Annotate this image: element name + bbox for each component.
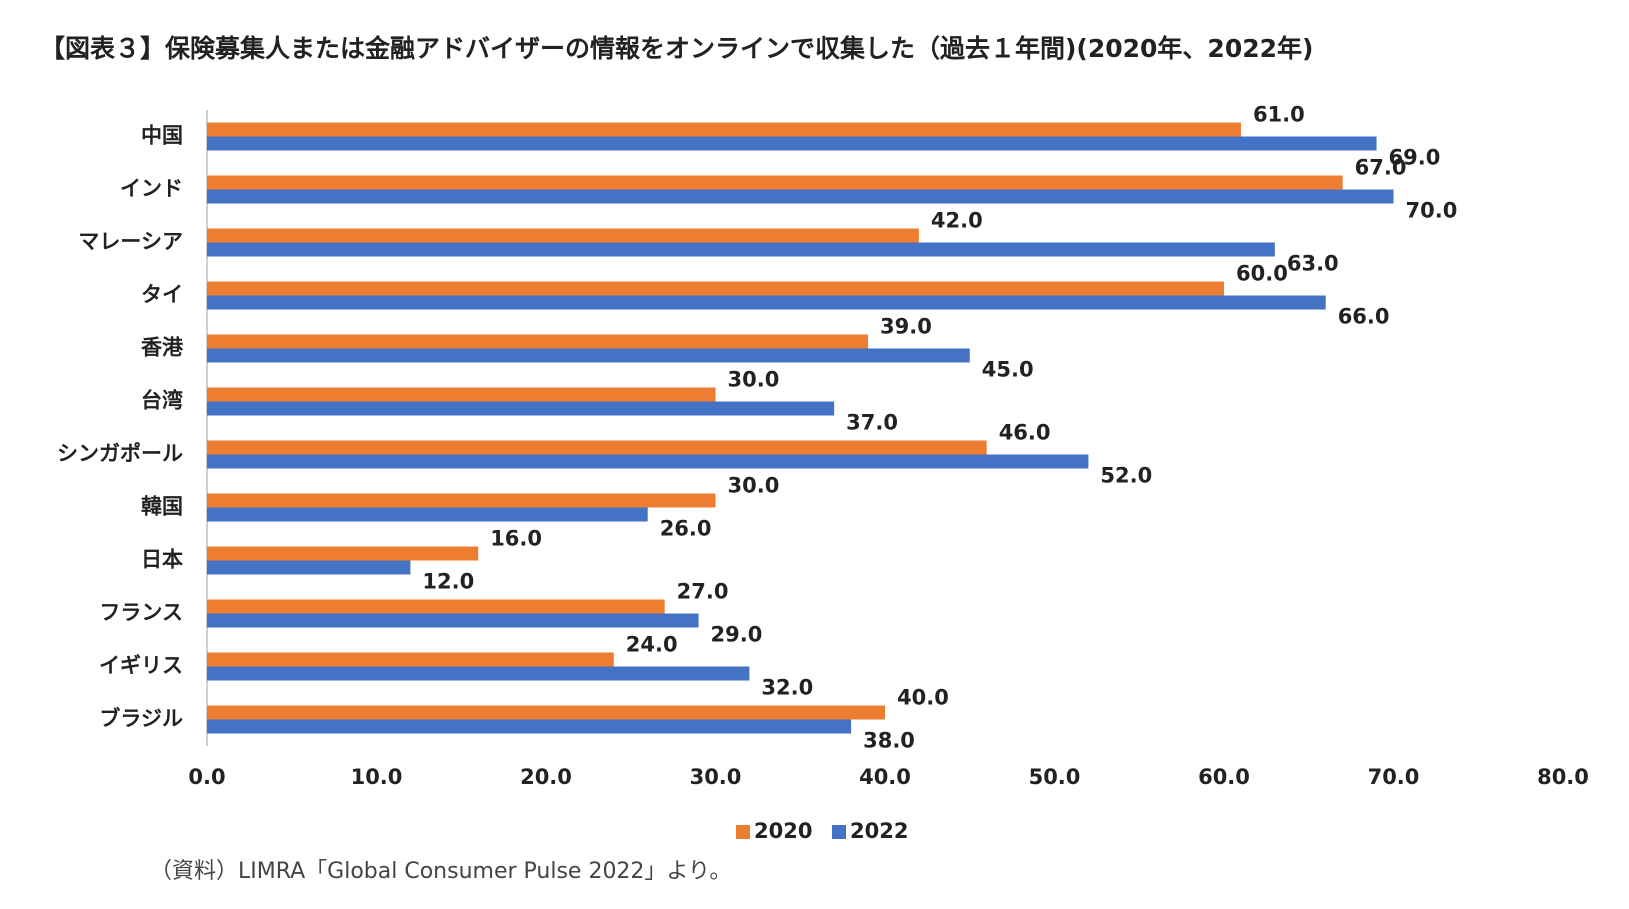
chart-title: 【図表３】保険募集人または金融アドバイザーの情報をオンラインで収集した（過去１年… [40, 34, 1313, 63]
bar [207, 122, 1241, 137]
x-tick-label: 60.0 [1198, 765, 1250, 789]
bar [207, 719, 852, 734]
bar [207, 652, 614, 667]
value-label: 29.0 [711, 623, 763, 647]
value-label: 27.0 [677, 580, 729, 604]
bar [207, 454, 1089, 469]
bar [207, 493, 716, 508]
x-tick-label: 40.0 [859, 765, 911, 789]
y-tick-label: 中国 [141, 124, 183, 148]
bar [207, 228, 919, 243]
y-tick-label: インド [120, 177, 183, 201]
x-tick-label: 80.0 [1537, 765, 1589, 789]
bar [207, 613, 699, 628]
x-tick-label: 30.0 [690, 765, 742, 789]
legend-swatch [832, 825, 846, 839]
y-tick-label: マレーシア [78, 230, 183, 254]
value-label: 45.0 [982, 358, 1034, 382]
value-label: 60.0 [1236, 262, 1288, 286]
y-tick-label: ブラジル [99, 707, 183, 731]
value-label: 61.0 [1253, 103, 1305, 127]
bar [207, 666, 750, 681]
y-tick-label: タイ [141, 283, 183, 307]
bar [207, 281, 1224, 296]
bar [207, 189, 1394, 204]
value-label: 39.0 [880, 315, 932, 339]
x-tick-label: 0.0 [188, 765, 225, 789]
value-label: 32.0 [761, 676, 813, 700]
y-tick-label: 日本 [141, 548, 183, 572]
bar [207, 334, 869, 349]
bar [207, 387, 716, 402]
x-tick-label: 20.0 [520, 765, 572, 789]
value-label: 69.0 [1389, 146, 1441, 170]
bar [207, 295, 1326, 310]
bar [207, 705, 885, 720]
value-label: 42.0 [931, 209, 983, 233]
bar [207, 440, 987, 455]
value-label: 67.0 [1355, 156, 1407, 180]
value-label: 46.0 [999, 421, 1051, 445]
bar [207, 175, 1343, 190]
bar [207, 507, 648, 522]
bar [207, 348, 970, 363]
bar [207, 599, 665, 614]
legend-swatch [736, 825, 750, 839]
x-tick-label: 50.0 [1029, 765, 1081, 789]
value-label: 30.0 [728, 474, 780, 498]
value-label: 38.0 [863, 729, 915, 753]
value-label: 30.0 [728, 368, 780, 392]
y-tick-label: イギリス [99, 654, 183, 678]
y-tick-label: 韓国 [141, 495, 183, 519]
value-label: 66.0 [1338, 305, 1390, 329]
x-tick-label: 10.0 [351, 765, 403, 789]
value-label: 16.0 [490, 527, 542, 551]
y-tick-label: 香港 [141, 336, 184, 360]
bar [207, 401, 835, 416]
x-tick-label: 70.0 [1368, 765, 1420, 789]
value-label: 37.0 [846, 411, 898, 435]
y-tick-label: フランス [99, 601, 183, 625]
value-label: 63.0 [1287, 252, 1339, 276]
bar [207, 546, 479, 561]
value-label: 24.0 [626, 633, 678, 657]
y-tick-label: 台湾 [141, 389, 183, 413]
value-label: 52.0 [1100, 464, 1152, 488]
bar [207, 136, 1377, 151]
legend-label: 2022 [850, 819, 908, 843]
value-label: 26.0 [660, 517, 712, 541]
value-label: 40.0 [897, 686, 949, 710]
y-tick-label: シンガポール [57, 442, 183, 466]
source-note: （資料）LIMRA「Global Consumer Pulse 2022」より。 [150, 859, 732, 884]
value-label: 70.0 [1406, 199, 1458, 223]
bar [207, 560, 411, 575]
value-label: 12.0 [422, 570, 474, 594]
legend-label: 2020 [754, 819, 812, 843]
bar [207, 242, 1275, 257]
